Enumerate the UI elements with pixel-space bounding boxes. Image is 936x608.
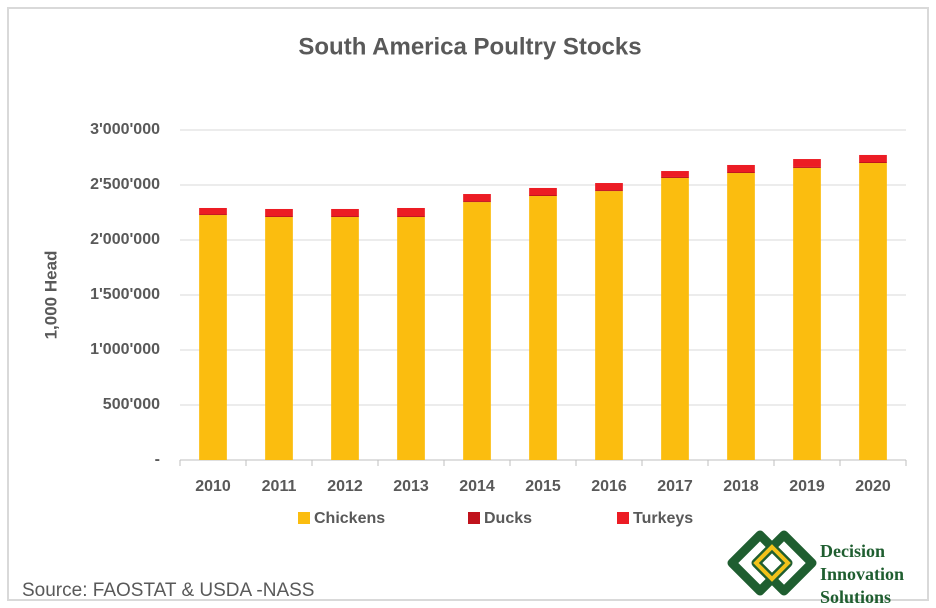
- bar-segment: [265, 216, 293, 218]
- bar-segment: [859, 163, 887, 460]
- y-tick-label: 1'000'000: [90, 341, 160, 358]
- y-tick-label: -: [155, 451, 160, 468]
- bar-segment: [199, 214, 227, 216]
- bar-segment: [793, 167, 821, 460]
- y-axis-label: 1,000 Head: [41, 251, 60, 340]
- x-tick-label: 2011: [262, 478, 297, 495]
- y-tick-label: 2'000'000: [90, 231, 160, 248]
- chart-frame: [7, 7, 929, 601]
- bar-segment: [793, 166, 821, 168]
- legend-label: Turkeys: [633, 510, 693, 527]
- bar-segment: [727, 172, 755, 174]
- x-tick-label: 2018: [723, 478, 759, 495]
- bar-segment: [463, 201, 491, 203]
- logo-icon: [727, 530, 817, 596]
- x-tick-label: 2014: [459, 478, 495, 495]
- bar-segment: [727, 164, 755, 173]
- bar-segment: [727, 173, 755, 460]
- bar-segment: [529, 196, 557, 460]
- legend-label: Chickens: [314, 510, 385, 527]
- legend-swatch: [468, 512, 480, 524]
- bar-segment: [397, 216, 425, 218]
- legend-swatch: [617, 512, 629, 524]
- bar-segment: [529, 195, 557, 196]
- bar-segment: [397, 207, 425, 217]
- bar-segment: [793, 159, 821, 167]
- x-tick-label: 2010: [195, 478, 231, 495]
- bar-segment: [199, 215, 227, 460]
- y-tick-label: 1'500'000: [90, 286, 160, 303]
- bar-segment: [397, 217, 425, 460]
- bar-segment: [529, 187, 557, 196]
- bar-segment: [661, 177, 689, 460]
- bar-segment: [661, 176, 689, 178]
- y-tick-label: 2'500'000: [90, 176, 160, 193]
- source-note: Source: FAOSTAT & USDA -NASS: [22, 580, 314, 601]
- bar-segment: [331, 216, 359, 218]
- logo-text: Solutions: [820, 587, 891, 607]
- bar-segment: [199, 207, 227, 215]
- logo-text: Innovation: [820, 564, 904, 584]
- bar-segment: [463, 202, 491, 461]
- logo-text: Decision: [820, 541, 885, 561]
- x-tick-label: 2016: [591, 478, 627, 495]
- x-tick-label: 2017: [657, 478, 693, 495]
- x-tick-label: 2012: [327, 478, 363, 495]
- x-tick-label: 2019: [789, 478, 825, 495]
- y-tick-label: 500'000: [103, 396, 160, 413]
- y-tick-label: 3'000'000: [90, 121, 160, 138]
- x-tick-label: 2015: [525, 478, 561, 495]
- bar-segment: [661, 171, 689, 177]
- bar-segment: [331, 208, 359, 217]
- bar-segment: [595, 190, 623, 192]
- bar-segment: [331, 217, 359, 460]
- x-tick-label: 2020: [855, 478, 891, 495]
- bar-segment: [595, 191, 623, 461]
- x-tick-label: 2013: [393, 478, 429, 495]
- chart-title: South America Poultry Stocks: [298, 33, 641, 60]
- legend-swatch: [298, 512, 310, 524]
- bar-segment: [265, 217, 293, 460]
- bar-segment: [859, 154, 887, 163]
- bar-segment: [463, 194, 491, 202]
- legend-label: Ducks: [484, 510, 532, 527]
- bar-segment: [859, 162, 887, 163]
- bar-segment: [595, 183, 623, 191]
- bar-segment: [265, 208, 293, 217]
